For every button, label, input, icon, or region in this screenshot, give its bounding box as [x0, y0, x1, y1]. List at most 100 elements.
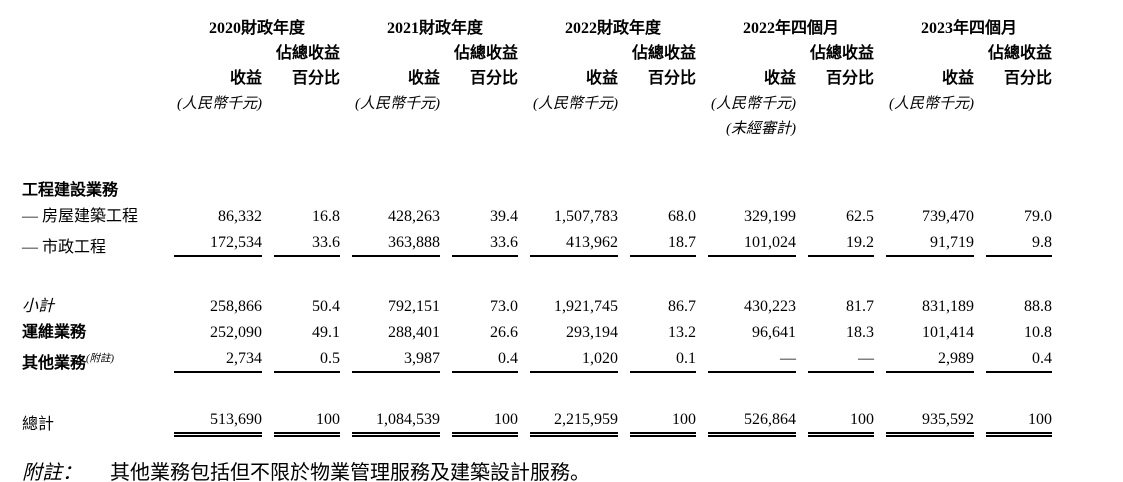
currency-unit-label: (人民幣千元) [533, 96, 618, 112]
value-cell: 88.8 [1024, 298, 1052, 315]
value-cell: 0.4 [452, 342, 518, 373]
table-row: 運維業務 252,090 49.1 288,401 26.6 293,194 13.2 96,… [22, 316, 1052, 342]
revenue-breakdown-table: 2020財政年度 2021財政年度 2022財政年度 2022年四個月 2023… [10, 13, 1064, 437]
value-cell [174, 174, 262, 200]
value-cell: 3,987 [352, 342, 440, 373]
value-cell: 101,414 [922, 324, 974, 341]
percentage-header: 百分比 [1003, 70, 1052, 87]
percentage-header: 百分比 [291, 70, 340, 87]
footnote-marker: (附註) [86, 353, 115, 365]
value-cell: 39.4 [490, 208, 518, 225]
value-cell: 62.5 [846, 208, 874, 225]
value-cell: 33.6 [274, 226, 340, 257]
value-cell: 26.6 [490, 324, 518, 341]
footnote-text: 其他業務包括但不限於物業管理服務及建築設計服務。 [110, 462, 590, 482]
value-cell: 19.2 [808, 226, 874, 257]
pct-of-revenue-header: 佔總收益 [631, 45, 696, 62]
value-cell: 68.0 [668, 208, 696, 225]
percentage-header: 百分比 [825, 70, 874, 87]
table-row: — 市政工程 172,534 33.6 363,888 33.6 413,962 18.7 1… [22, 226, 1052, 257]
revenue-header: 收益 [407, 70, 440, 87]
value-cell: 430,223 [744, 298, 796, 315]
value-cell: 81.7 [846, 298, 874, 315]
value-cell: 1,020 [530, 342, 618, 373]
value-cell: 49.1 [312, 324, 340, 341]
footnote-label: 附註： [22, 462, 82, 482]
row-label: — 市政工程 [22, 239, 107, 256]
table-header: 2020財政年度 2021財政年度 2022財政年度 2022年四個月 2023… [22, 13, 1052, 138]
value-cell: 329,199 [744, 208, 796, 225]
period-header-fy2021: 2021財政年度 [386, 20, 483, 37]
percentage-header: 百分比 [647, 70, 696, 87]
value-cell [630, 174, 696, 200]
row-label: 總計 [22, 416, 55, 433]
header-row-unaudited: (未經審計) [22, 113, 1052, 138]
value-cell: 288,401 [388, 324, 440, 341]
value-cell: 258,866 [210, 298, 262, 315]
value-cell: 86,332 [218, 208, 262, 225]
value-cell: 293,194 [566, 324, 618, 341]
revenue-header: 收益 [763, 70, 796, 87]
value-cell: 172,534 [174, 226, 262, 257]
value-cell [530, 174, 618, 200]
row-label: — 房屋建築工程 [22, 208, 139, 225]
revenue-header: 收益 [941, 70, 974, 87]
header-spacer-cell [22, 63, 162, 88]
table-row: 工程建設業務 [22, 174, 1052, 200]
value-cell: 100 [452, 403, 518, 437]
pct-of-revenue-header: 佔總收益 [453, 45, 518, 62]
value-cell: 16.8 [312, 208, 340, 225]
value-cell: 0.4 [986, 342, 1052, 373]
pct-of-revenue-header: 佔總收益 [809, 45, 874, 62]
value-cell: 526,864 [708, 403, 796, 437]
value-cell: 50.4 [312, 298, 340, 315]
period-header-fy2020: 2020財政年度 [208, 20, 305, 37]
header-row-sub: 收益 百分比 收益 百分比 收益 百分比 收益 百分比 收益 百分比 [22, 63, 1052, 88]
row-label: 運維業務 [22, 324, 87, 341]
value-cell: — [708, 342, 796, 373]
row-label: 其他業務(附註) [22, 353, 115, 372]
header-spacer-cell [22, 13, 162, 38]
value-cell: 363,888 [352, 226, 440, 257]
row-label: 工程建設業務 [22, 182, 119, 199]
value-cell: 9.8 [986, 226, 1052, 257]
table-body: 工程建設業務 — 房屋建築工程 86,332 16.8 428,263 39.4 1,507… [22, 138, 1052, 437]
value-cell [452, 174, 518, 200]
value-cell: 0.5 [274, 342, 340, 373]
spacer-row [22, 138, 1052, 174]
value-cell: 96,641 [752, 324, 796, 341]
header-row-unit: (人民幣千元) (人民幣千元) (人民幣千元) (人民幣千元) (人民幣千元) [22, 88, 1052, 113]
unaudited-label: (未經審計) [726, 121, 796, 137]
value-cell: 1,507,783 [554, 208, 618, 225]
value-cell: 2,215,959 [530, 403, 618, 437]
value-cell: 100 [630, 403, 696, 437]
value-cell: 428,263 [388, 208, 440, 225]
value-cell: 1,921,745 [554, 298, 618, 315]
value-cell: 100 [986, 403, 1052, 437]
percentage-header: 百分比 [469, 70, 518, 87]
row-label: 小計 [22, 298, 55, 315]
value-cell [986, 174, 1052, 200]
value-cell: 100 [274, 403, 340, 437]
revenue-header: 收益 [585, 70, 618, 87]
period-header-fy2022: 2022財政年度 [564, 20, 661, 37]
footnote: 附註： 其他業務包括但不限於物業管理服務及建築設計服務。 [22, 456, 1123, 482]
value-cell: 86.7 [668, 298, 696, 315]
value-cell: 33.6 [452, 226, 518, 257]
period-header-4m2023: 2023年四個月 [920, 20, 1017, 37]
header-row-period: 2020財政年度 2021財政年度 2022財政年度 2022年四個月 2023… [22, 13, 1052, 38]
currency-unit-label: (人民幣千元) [177, 96, 262, 112]
table-row: 其他業務(附註) 2,734 0.5 3,987 0.4 1,020 0.1 — — 2,989 0… [22, 342, 1052, 373]
value-cell: 792,151 [388, 298, 440, 315]
header-row-pct-top: 佔總收益 佔總收益 佔總收益 佔總收益 佔總收益 [22, 38, 1052, 63]
value-cell: 513,690 [174, 403, 262, 437]
table-row: 總計 513,690 100 1,084,539 100 2,215,959 100 526,… [22, 403, 1052, 437]
currency-unit-label: (人民幣千元) [711, 96, 796, 112]
value-cell: — [808, 342, 874, 373]
pct-of-revenue-header: 佔總收益 [275, 45, 340, 62]
header-spacer-cell [22, 88, 162, 113]
value-cell: 935,592 [886, 403, 974, 437]
value-cell: 101,024 [708, 226, 796, 257]
value-cell: 79.0 [1024, 208, 1052, 225]
